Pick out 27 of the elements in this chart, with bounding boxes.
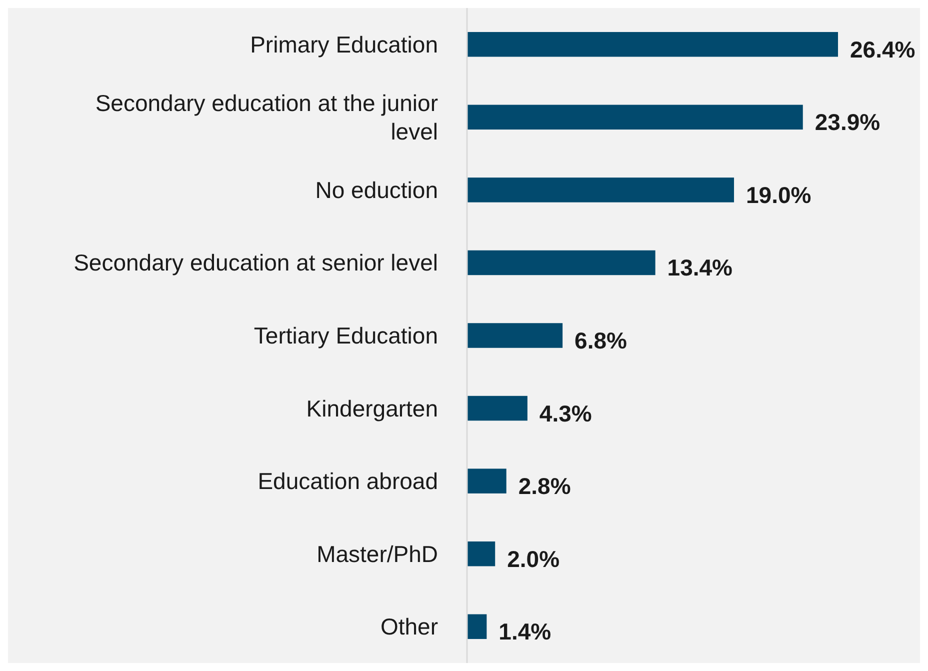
bar <box>467 32 838 57</box>
bar <box>467 250 656 276</box>
y-tick-label: Secondary education at senior level <box>74 250 438 276</box>
bar <box>467 178 734 202</box>
y-tick-label: Education abroad <box>258 468 438 494</box>
y-tick-label: No eduction <box>315 176 438 203</box>
bar <box>467 541 496 566</box>
data-label: 6.8% <box>574 328 627 354</box>
data-label: 13.4% <box>667 254 733 281</box>
y-tick-label: Secondary education at the junior level <box>95 90 438 145</box>
data-label: 19.0% <box>746 182 812 208</box>
data-label: 4.3% <box>539 400 592 426</box>
y-tick-label: Tertiary Education <box>254 322 438 348</box>
data-label: 2.8% <box>518 473 571 500</box>
data-label: 2.0% <box>507 546 560 572</box>
bar <box>467 104 803 130</box>
data-label: 26.4% <box>850 36 916 62</box>
bar <box>467 396 528 421</box>
bar <box>467 323 563 348</box>
y-tick-label: Primary Education <box>250 31 438 58</box>
y-tick-label: Kindergarten <box>306 395 438 422</box>
bar <box>467 468 506 494</box>
bar <box>467 614 487 639</box>
y-tick-label: Other <box>380 614 438 640</box>
y-tick-label: Master/PhD <box>316 540 438 567</box>
data-label: 1.4% <box>498 618 552 645</box>
data-label: 23.9% <box>814 109 880 136</box>
